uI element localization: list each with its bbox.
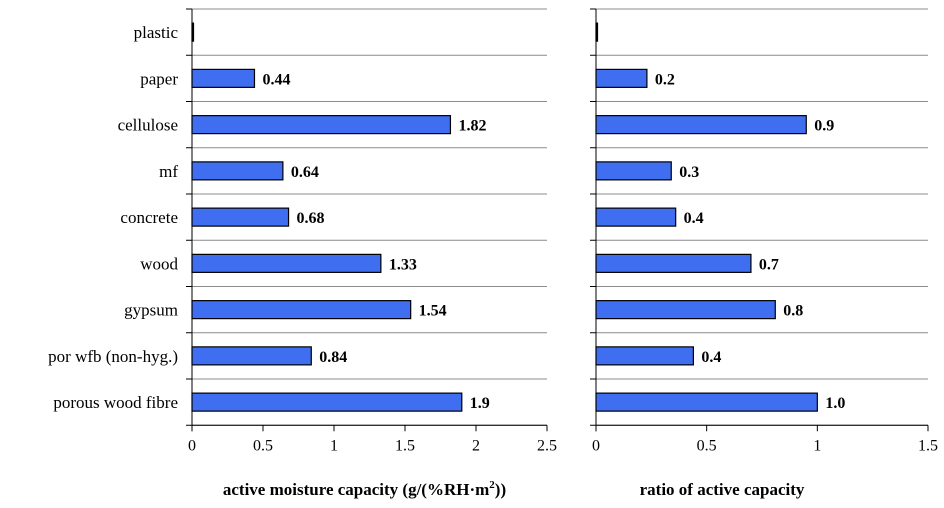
x-tick-label: 2.5 <box>537 437 557 454</box>
bar-value-label: 0.4 <box>701 349 721 366</box>
bar-value-label: 0.3 <box>679 164 699 181</box>
x-tick-label: 1 <box>330 437 338 454</box>
bar <box>191 68 256 88</box>
bar-value-label: 0.84 <box>319 349 347 366</box>
bar-value-label: 0.68 <box>297 210 325 227</box>
bar-value-label: 0.2 <box>655 71 675 88</box>
bar <box>595 300 776 320</box>
x-tick-label: 0 <box>188 437 196 454</box>
bar <box>191 253 382 273</box>
bar <box>595 22 599 42</box>
x-tick-label: 1 <box>813 437 821 454</box>
category-label: paper <box>140 69 178 88</box>
bar <box>595 392 818 412</box>
bar <box>191 346 312 366</box>
category-label: concrete <box>120 208 178 227</box>
x-axis-title-superscript: 2 <box>489 479 495 491</box>
x-axis-title-main: active moisture capacity (g/(%RH·m <box>223 480 489 499</box>
bar-value-label: 1.9 <box>470 395 490 412</box>
chart-panel-moisture-capacity: 0 0.5 1 1.5 2 2.5 plastic 0.44 paper 1.82 cellulos… <box>48 8 557 499</box>
x-axis-title: ratio of active capacity <box>640 480 805 499</box>
category-label: gypsum <box>124 301 178 320</box>
category-label: mf <box>159 162 178 181</box>
x-tick-label: 0 <box>592 437 600 454</box>
bar <box>191 392 463 412</box>
bar-value-label: 0.7 <box>759 256 779 273</box>
bar <box>595 346 694 366</box>
category-label: por wfb (non-hyg.) <box>48 347 178 366</box>
x-tick-label: 1.5 <box>918 437 938 454</box>
bar <box>191 115 452 135</box>
bar-value-label: 0.64 <box>291 164 319 181</box>
bar-value-label: 0.44 <box>262 71 290 88</box>
category-label: plastic <box>134 23 179 42</box>
bar-value-label: 0.9 <box>814 118 834 135</box>
bar <box>595 161 672 181</box>
bar-value-label: 1.33 <box>389 256 417 273</box>
bar <box>191 300 412 320</box>
bar <box>595 115 807 135</box>
bar <box>595 68 648 88</box>
bar-value-label: 1.0 <box>825 395 845 412</box>
bar <box>595 207 677 227</box>
category-label: wood <box>140 254 178 273</box>
bar <box>595 253 752 273</box>
category-label: porous wood fibre <box>53 393 178 412</box>
bar-value-label: 1.82 <box>458 118 486 135</box>
category-label: cellulose <box>118 116 178 135</box>
bar <box>191 22 195 42</box>
x-axis-title: active moisture capacity (g/(%RH·m2)) <box>223 479 506 499</box>
x-axis-title-tail: )) <box>495 480 506 499</box>
bar <box>191 161 284 181</box>
bar-value-label: 0.4 <box>684 210 704 227</box>
bar-value-label: 0.8 <box>783 303 803 320</box>
x-tick-label: 2 <box>472 437 480 454</box>
x-tick-label: 0.5 <box>253 437 273 454</box>
x-tick-label: 0.5 <box>697 437 717 454</box>
bar <box>191 207 290 227</box>
chart-panel-capacity-ratio: 0 0.5 1 1.5 0.2 0.9 0.3 0.4 0.7 0.8 0.4 1.0 ratio of… <box>590 8 938 499</box>
x-tick-label: 1.5 <box>395 437 415 454</box>
bar-value-label: 1.54 <box>419 303 447 320</box>
